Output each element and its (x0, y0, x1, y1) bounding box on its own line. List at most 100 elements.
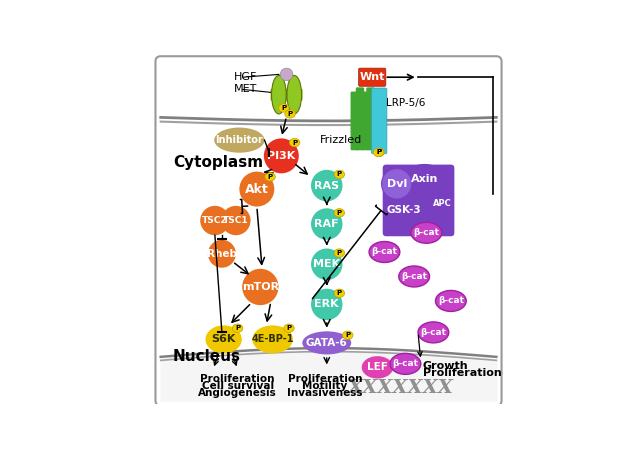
Text: P: P (281, 105, 287, 111)
Text: TSC2: TSC2 (202, 216, 228, 225)
Ellipse shape (239, 172, 274, 207)
Ellipse shape (287, 75, 302, 114)
Ellipse shape (311, 170, 342, 201)
Text: β-cat: β-cat (420, 328, 446, 337)
Text: Cell survival: Cell survival (201, 381, 274, 391)
Text: Rheb: Rheb (207, 249, 237, 259)
Ellipse shape (221, 206, 251, 235)
FancyBboxPatch shape (383, 165, 454, 236)
Ellipse shape (435, 291, 466, 311)
Text: P: P (345, 332, 350, 338)
Text: P: P (337, 210, 342, 216)
Ellipse shape (404, 164, 445, 193)
FancyBboxPatch shape (356, 87, 364, 150)
Ellipse shape (411, 222, 442, 243)
Text: LEF: LEF (367, 362, 388, 372)
Text: β-cat: β-cat (438, 296, 464, 306)
Ellipse shape (342, 331, 353, 340)
Ellipse shape (303, 331, 351, 355)
Text: TSC1: TSC1 (223, 216, 249, 225)
Text: ERK: ERK (315, 300, 339, 310)
Ellipse shape (399, 266, 429, 287)
FancyBboxPatch shape (351, 92, 359, 150)
FancyBboxPatch shape (358, 68, 386, 86)
Ellipse shape (200, 206, 229, 235)
Ellipse shape (383, 197, 424, 223)
Text: Angiogenesis: Angiogenesis (198, 388, 277, 398)
Ellipse shape (285, 110, 296, 118)
Ellipse shape (390, 353, 420, 375)
Text: GATA-6: GATA-6 (306, 338, 347, 348)
Ellipse shape (418, 322, 449, 343)
Text: Growth: Growth (423, 360, 469, 370)
Text: MEK: MEK (313, 259, 340, 269)
Text: P: P (267, 174, 272, 180)
Text: Proliferation: Proliferation (201, 375, 275, 385)
Text: RAF: RAF (315, 219, 339, 229)
Ellipse shape (433, 183, 451, 223)
Ellipse shape (334, 249, 345, 257)
Text: LRP-5/6: LRP-5/6 (386, 99, 426, 109)
FancyBboxPatch shape (372, 88, 387, 154)
Text: P: P (235, 325, 240, 331)
Ellipse shape (272, 75, 287, 114)
Ellipse shape (334, 209, 345, 217)
Text: PI3K: PI3K (267, 151, 296, 161)
Text: Nucleus: Nucleus (173, 350, 241, 365)
Text: MET: MET (234, 84, 258, 94)
Text: Axin: Axin (411, 173, 438, 183)
Ellipse shape (374, 148, 385, 157)
Ellipse shape (381, 168, 412, 200)
FancyBboxPatch shape (271, 89, 303, 101)
Ellipse shape (279, 104, 289, 112)
Ellipse shape (311, 248, 342, 280)
Ellipse shape (280, 68, 293, 81)
Text: XXXXXXX: XXXXXXX (347, 380, 453, 397)
Text: P: P (376, 149, 381, 155)
Text: Dvl: Dvl (387, 179, 407, 189)
Text: Inhibitor: Inhibitor (215, 135, 263, 145)
Ellipse shape (253, 326, 293, 353)
Ellipse shape (311, 208, 342, 240)
Text: Frizzled: Frizzled (320, 135, 362, 145)
FancyBboxPatch shape (361, 92, 369, 150)
Ellipse shape (284, 324, 294, 332)
Text: β-cat: β-cat (401, 272, 427, 281)
Ellipse shape (214, 128, 265, 153)
Text: Invasiveness: Invasiveness (287, 388, 363, 398)
Text: P: P (377, 149, 382, 155)
Text: HGF: HGF (234, 72, 258, 82)
Ellipse shape (289, 138, 300, 147)
Text: mTOR: mTOR (242, 282, 279, 292)
Text: Proliferation: Proliferation (288, 375, 362, 385)
Text: RAS: RAS (314, 181, 339, 191)
Text: P: P (337, 290, 342, 296)
Ellipse shape (208, 240, 236, 268)
Ellipse shape (206, 326, 242, 353)
Text: GSK-3: GSK-3 (387, 205, 421, 215)
Text: Proliferation: Proliferation (423, 368, 502, 378)
Text: P: P (337, 172, 342, 178)
Text: β-cat: β-cat (392, 360, 419, 368)
Ellipse shape (382, 169, 412, 198)
Ellipse shape (362, 356, 393, 379)
FancyBboxPatch shape (366, 87, 374, 150)
Text: Cytoplasm: Cytoplasm (173, 155, 263, 170)
Text: P: P (288, 111, 293, 117)
Ellipse shape (373, 148, 384, 157)
Text: APC: APC (433, 198, 451, 207)
Ellipse shape (311, 289, 342, 320)
Text: Akt: Akt (245, 183, 269, 196)
Text: P: P (337, 250, 342, 256)
Ellipse shape (242, 269, 279, 305)
Text: Motility: Motility (303, 381, 347, 391)
Text: Dvl: Dvl (387, 179, 407, 189)
Text: β-cat: β-cat (371, 247, 397, 257)
Text: β-cat: β-cat (413, 228, 439, 237)
FancyBboxPatch shape (156, 56, 501, 406)
Ellipse shape (369, 242, 400, 262)
Ellipse shape (264, 138, 299, 173)
Ellipse shape (334, 170, 345, 178)
Text: S6K: S6K (212, 335, 236, 345)
Ellipse shape (334, 289, 345, 297)
